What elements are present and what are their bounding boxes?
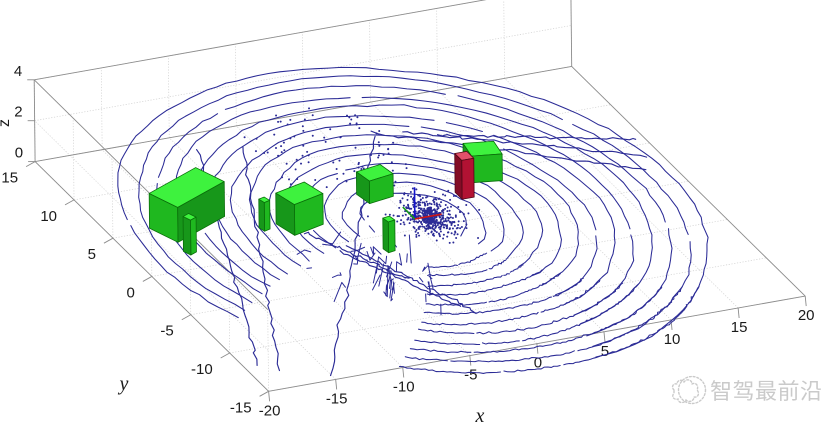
svg-text:-5: -5: [160, 323, 173, 340]
svg-text:-20: -20: [259, 402, 281, 419]
svg-text:2: 2: [14, 104, 22, 121]
svg-text:-15: -15: [230, 399, 252, 416]
svg-text:智驾最前沿: 智驾最前沿: [710, 379, 823, 404]
svg-text:-15: -15: [326, 390, 348, 407]
svg-text:0: 0: [15, 145, 23, 162]
svg-text:15: 15: [1, 170, 18, 187]
svg-text:10: 10: [40, 208, 57, 225]
svg-text:y: y: [118, 373, 129, 395]
svg-text:-10: -10: [393, 379, 415, 396]
svg-text:4: 4: [14, 63, 22, 80]
svg-text:z: z: [0, 119, 13, 127]
svg-text:-10: -10: [191, 361, 213, 378]
svg-text:15: 15: [731, 319, 748, 336]
svg-text:5: 5: [601, 343, 609, 360]
svg-text:20: 20: [798, 307, 815, 324]
svg-text:5: 5: [88, 246, 96, 263]
svg-text:-5: -5: [464, 367, 477, 384]
svg-text:10: 10: [664, 331, 681, 348]
svg-text:0: 0: [127, 284, 135, 301]
svg-text:x: x: [475, 405, 485, 423]
